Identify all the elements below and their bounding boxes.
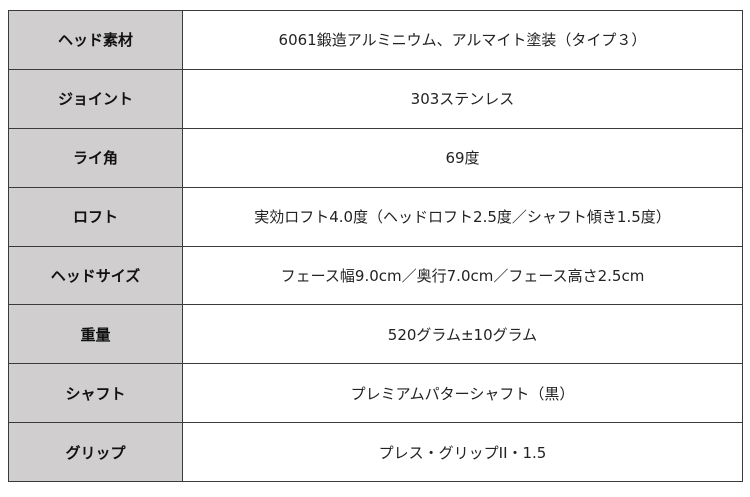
- spec-label: ヘッド素材: [8, 10, 183, 70]
- spec-label: ヘッドサイズ: [8, 245, 183, 306]
- spec-row: ジョイント 303ステンレス: [8, 68, 743, 129]
- spec-row: シャフト プレミアムパターシャフト（黒）: [8, 363, 743, 424]
- spec-value: フェース幅9.0cm／奥行7.0cm／フェース高さ2.5cm: [182, 245, 743, 306]
- spec-value: 実効ロフト4.0度（ヘッドロフト2.5度／シャフト傾き1.5度）: [182, 186, 743, 247]
- spec-row: グリップ プレス・グリップII・1.5: [8, 422, 743, 482]
- spec-table: ヘッド素材 6061鍛造アルミニウム、アルマイト塗装（タイプ３） ジョイント 303ス…: [8, 10, 743, 482]
- spec-row: ロフト 実効ロフト4.0度（ヘッドロフト2.5度／シャフト傾き1.5度）: [8, 186, 743, 247]
- spec-label: グリップ: [8, 422, 183, 482]
- spec-value: 520グラム±10グラム: [182, 304, 743, 365]
- spec-row: ライ角 69度: [8, 127, 743, 188]
- spec-label: シャフト: [8, 363, 183, 424]
- spec-row: ヘッド素材 6061鍛造アルミニウム、アルマイト塗装（タイプ３）: [8, 10, 743, 70]
- spec-label: 重量: [8, 304, 183, 365]
- spec-label: ジョイント: [8, 68, 183, 129]
- spec-value: プレス・グリップII・1.5: [182, 422, 743, 482]
- spec-label: ロフト: [8, 186, 183, 247]
- spec-row: 重量 520グラム±10グラム: [8, 304, 743, 365]
- spec-value: 6061鍛造アルミニウム、アルマイト塗装（タイプ３）: [182, 10, 743, 70]
- spec-value: 69度: [182, 127, 743, 188]
- spec-value: 303ステンレス: [182, 68, 743, 129]
- spec-row: ヘッドサイズ フェース幅9.0cm／奥行7.0cm／フェース高さ2.5cm: [8, 245, 743, 306]
- spec-value: プレミアムパターシャフト（黒）: [182, 363, 743, 424]
- spec-label: ライ角: [8, 127, 183, 188]
